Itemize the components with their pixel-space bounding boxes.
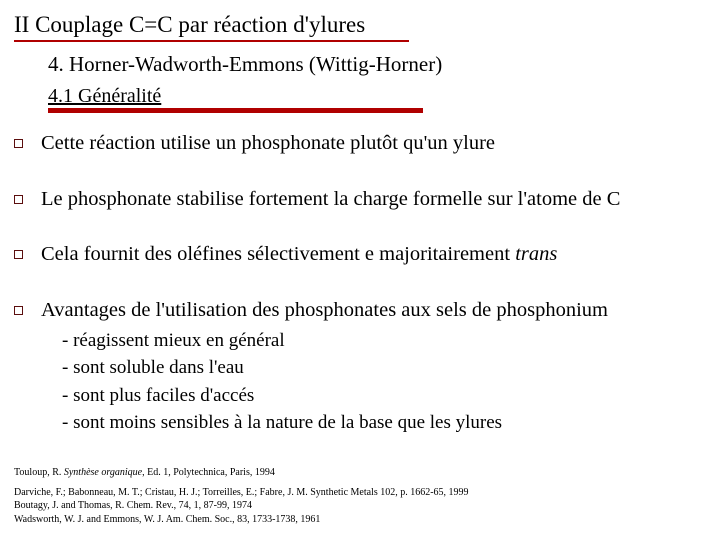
bullet-item: Le phosphonate stabilise fortement la ch… xyxy=(14,187,712,213)
reference-line: Wadsworth, W. J. and Emmons, W. J. Am. C… xyxy=(14,513,469,527)
square-bullet-icon xyxy=(14,195,23,204)
ref-text-italic: Synthèse organique xyxy=(64,467,142,478)
bullet-text: Avantages de l'utilisation des phosphona… xyxy=(41,298,608,324)
slide-title: II Couplage C=C par réaction d'ylures xyxy=(14,12,409,42)
bullet-item: Cette réaction utilise un phosphonate pl… xyxy=(14,131,712,157)
subheading: 4. Horner-Wadworth-Emmons (Wittig-Horner… xyxy=(48,52,712,77)
references: Touloup, R. Synthèse organique, Ed. 1, P… xyxy=(14,466,469,526)
sub-item: - sont plus faciles d'accés xyxy=(62,383,712,409)
accent-bar xyxy=(48,108,423,113)
reference-line: Darviche, F.; Babonneau, M. T.; Cristau,… xyxy=(14,486,469,500)
square-bullet-icon xyxy=(14,306,23,315)
bullet-text-em: trans xyxy=(515,243,557,265)
reference-line: Touloup, R. Synthèse organique, Ed. 1, P… xyxy=(14,466,469,480)
reference-line: Boutagy, J. and Thomas, R. Chem. Rev., 7… xyxy=(14,499,469,513)
bullet-item: Cela fournit des oléfines sélectivement … xyxy=(14,242,712,268)
square-bullet-icon xyxy=(14,250,23,259)
square-bullet-icon xyxy=(14,139,23,148)
sub-item: - réagissent mieux en général xyxy=(62,328,712,354)
ref-text: Touloup, R. xyxy=(14,467,64,478)
ref-text: , Ed. 1, Polytechnica, Paris, 1994 xyxy=(142,467,275,478)
bullet-text: Cela fournit des oléfines sélectivement … xyxy=(41,242,557,268)
sub-item: - sont soluble dans l'eau xyxy=(62,355,712,381)
sub-list: - réagissent mieux en général - sont sol… xyxy=(62,328,712,437)
bullet-item: Avantages de l'utilisation des phosphona… xyxy=(14,298,712,324)
bullet-text: Cette réaction utilise un phosphonate pl… xyxy=(41,131,495,157)
sub-item: - sont moins sensibles à la nature de la… xyxy=(62,410,712,436)
bullet-text: Le phosphonate stabilise fortement la ch… xyxy=(41,187,620,213)
section-label: 4.1 Généralité xyxy=(48,85,712,108)
bullet-text-part: Cela fournit des oléfines sélectivement … xyxy=(41,243,515,265)
